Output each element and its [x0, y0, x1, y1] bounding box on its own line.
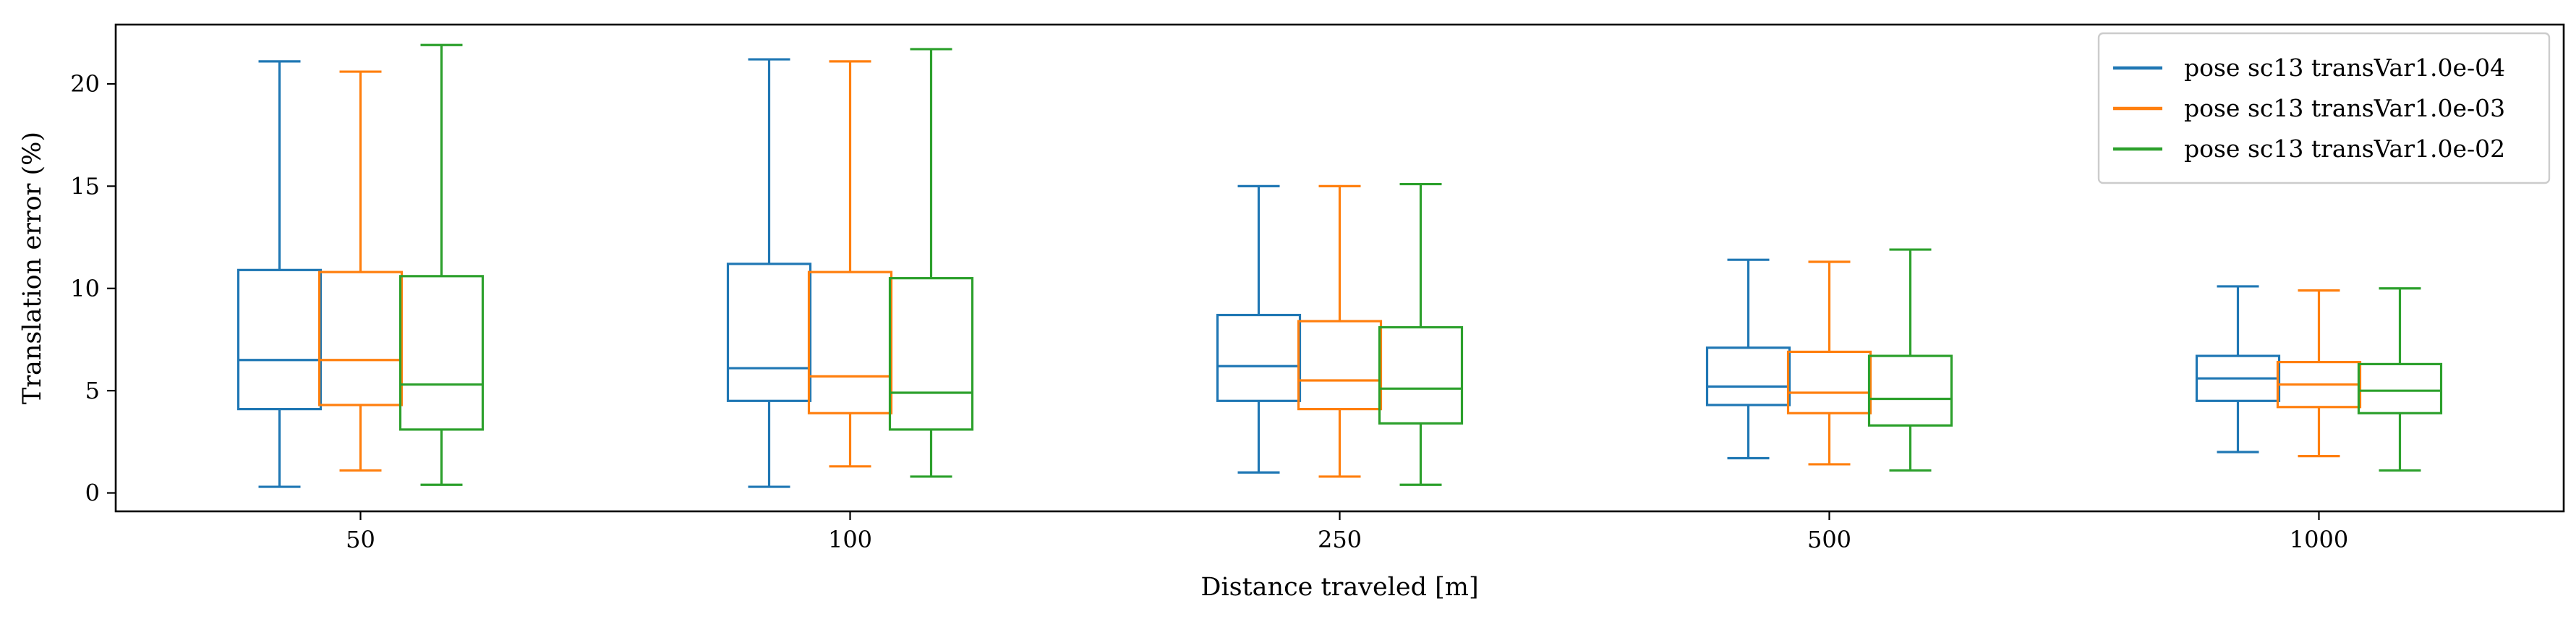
- box-iqr: [2357, 362, 2443, 414]
- box-iqr: [1378, 325, 1464, 425]
- y-tick-label: 5: [85, 377, 100, 404]
- x-tick-label: 50: [346, 526, 375, 553]
- series-group: [317, 60, 2362, 478]
- box-iqr: [398, 275, 485, 431]
- x-axis-label: Distance traveled [m]: [1200, 573, 1478, 602]
- box-iqr: [1705, 346, 1791, 406]
- box: [1705, 258, 1791, 460]
- y-tick-label: 10: [70, 275, 100, 302]
- series-group: [398, 43, 2443, 486]
- box-iqr: [807, 270, 893, 414]
- box: [1216, 184, 1302, 474]
- y-tick-label: 0: [85, 480, 100, 507]
- box-iqr: [1297, 320, 1383, 411]
- legend-item: pose sc13 transVar1.0e-02: [2113, 135, 2505, 163]
- legend-box: [2097, 32, 2551, 184]
- box: [2357, 287, 2443, 472]
- x-tick-label: 500: [1807, 526, 1851, 553]
- box: [2276, 289, 2362, 458]
- x-tick-label: 250: [1318, 526, 1362, 553]
- box: [317, 70, 404, 472]
- axes-layer: 0 5 10 15 20 50 100 250 500 1000: [70, 23, 2565, 553]
- box-iqr: [236, 268, 323, 411]
- legend-label: pose sc13 transVar1.0e-04: [2184, 54, 2505, 82]
- box: [398, 43, 485, 486]
- legend-label: pose sc13 transVar1.0e-02: [2184, 135, 2505, 163]
- box: [1867, 248, 1953, 472]
- box: [807, 60, 893, 468]
- legend-item: pose sc13 transVar1.0e-04: [2113, 54, 2505, 82]
- legend-item: pose sc13 transVar1.0e-03: [2113, 94, 2505, 122]
- legend-label: pose sc13 transVar1.0e-03: [2184, 94, 2505, 122]
- y-axis-label: Translation error (%): [18, 132, 47, 404]
- box: [1786, 260, 1872, 466]
- boxes-layer: [236, 43, 2443, 488]
- x-tick-label: 1000: [2290, 526, 2348, 553]
- box-iqr: [888, 277, 974, 431]
- box-iqr: [1867, 354, 1953, 427]
- box: [726, 58, 812, 488]
- box: [236, 60, 323, 488]
- box-iqr: [1216, 313, 1302, 402]
- box-iqr: [1786, 350, 1872, 414]
- box: [1297, 184, 1383, 478]
- y-tick-label: 20: [70, 70, 100, 98]
- box-iqr: [726, 263, 812, 402]
- y-tick-label: 15: [70, 172, 100, 200]
- box: [1378, 182, 1464, 486]
- legend: pose sc13 transVar1.0e-04 pose sc13 trans…: [2097, 32, 2551, 184]
- series-group: [236, 58, 2281, 488]
- box-iqr: [317, 270, 404, 406]
- box: [2195, 285, 2281, 453]
- x-tick-label: 100: [828, 526, 872, 553]
- box: [888, 48, 974, 478]
